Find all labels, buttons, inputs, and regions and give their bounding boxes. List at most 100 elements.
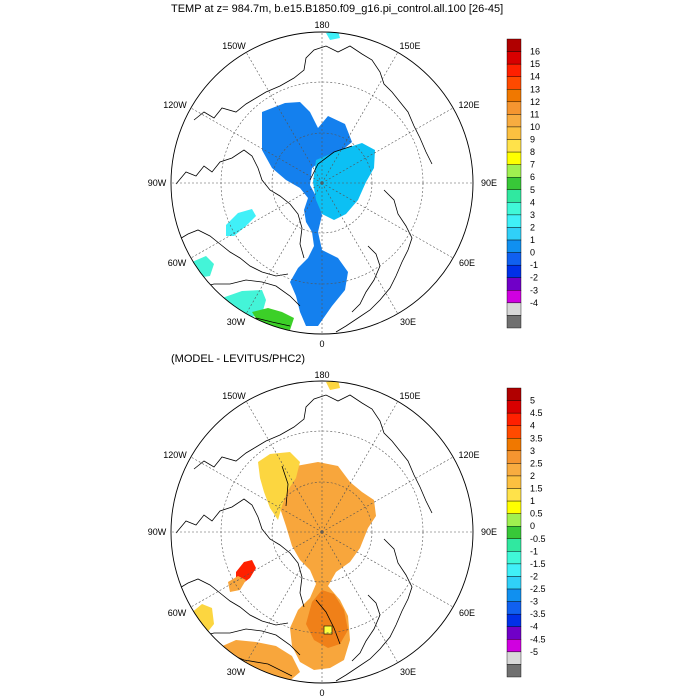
top-colorbar-label: 8 [530, 147, 535, 157]
top-lon-label-30e: 30E [400, 317, 416, 327]
bottom-colorbar-swatch [506, 563, 522, 577]
top-colorbar-label: 15 [530, 59, 540, 69]
top-colorbar-label: 3 [530, 210, 535, 220]
bottom-field-yellow-southwest [190, 604, 214, 634]
bottom-colorbar-swatch [506, 425, 522, 439]
top-lon-label-60w: 60W [168, 258, 187, 268]
top-colorbar-label: -1 [530, 260, 538, 270]
top-colorbar-swatch [506, 151, 522, 165]
bottom-lon-label-30w: 30W [227, 667, 246, 677]
bottom-colorbar-swatch [506, 588, 522, 602]
top-colorbar-swatch [506, 214, 522, 228]
bottom-colorbar-label: 4.5 [530, 408, 543, 418]
bottom-graticule [171, 381, 473, 683]
bottom-colorbar-label: 2 [530, 471, 535, 481]
top-colorbar-swatch [506, 252, 522, 266]
bottom-colorbar-label: 0 [530, 521, 535, 531]
top-colorbar-label: 4 [530, 197, 535, 207]
top-colorbar-label: 2 [530, 222, 535, 232]
top-lon-label-150w: 150W [222, 41, 246, 51]
top-lon-label-0: 0 [319, 339, 324, 349]
bottom-map-title: (MODEL - LEVITUS/PHC2) [171, 353, 306, 365]
top-field-lightblue [313, 143, 375, 220]
top-colorbar-swatch [506, 76, 522, 90]
top-colorbar-swatch [506, 290, 522, 304]
bottom-colorbar-swatch [506, 651, 522, 665]
top-lon-label-30w: 30W [227, 317, 246, 327]
top-lon-label-150e: 150E [399, 41, 420, 51]
top-colorbar-swatch [506, 164, 522, 178]
bottom-colorbar-label: 3.5 [530, 433, 543, 443]
bottom-colorbar-swatch [506, 463, 522, 477]
top-lon-label-90e: 90E [481, 178, 497, 188]
bottom-colorbar-label: 0.5 [530, 509, 543, 519]
top-colorbar-label: 6 [530, 172, 535, 182]
bottom-colorbar-swatch [506, 412, 522, 426]
bottom-field-marker [323, 625, 333, 635]
top-colorbar-label: -2 [530, 273, 538, 283]
bottom-colorbar-swatch [506, 664, 522, 678]
bottom-colorbar-swatch [506, 400, 522, 414]
bottom-field-yellow-north-small [326, 381, 340, 390]
top-colorbar-swatch [506, 101, 522, 115]
top-polar-map: 180 150W 150E 120W 120E 90W 90E 60W 60E … [148, 20, 497, 349]
top-colorbar-swatch [506, 38, 522, 52]
bottom-colorbar-label: 4 [530, 421, 535, 431]
top-colorbar-label: -4 [530, 298, 538, 308]
top-colorbar-swatch [506, 51, 522, 65]
top-lon-label-90w: 90W [148, 178, 167, 188]
bottom-colorbar-label: -3.5 [530, 609, 546, 619]
top-colorbar-swatch [506, 264, 522, 278]
bottom-colorbar-swatch [506, 626, 522, 640]
bottom-colorbar-swatch [506, 526, 522, 539]
bottom-field-yellow-north [258, 452, 300, 520]
bottom-colorbar-swatch [506, 438, 522, 452]
top-lon-label-60e: 60E [459, 258, 475, 268]
bottom-colorbar-swatch [506, 387, 522, 401]
bottom-colorbar-swatch [506, 576, 522, 590]
top-field-blue-main [262, 102, 352, 326]
top-field-cyan-southwest [192, 256, 214, 278]
bottom-colorbar: 5 4.5 4 3.5 3 2.5 2 1.5 1 0.5 0 -0.5 -1 -1.5 -2 -2.5 -3 -… [506, 387, 546, 678]
bottom-colorbar-label: -1 [530, 546, 538, 556]
bottom-lon-label-30e: 30E [400, 667, 416, 677]
top-colorbar-label: 12 [530, 97, 540, 107]
top-colorbar-label: 5 [530, 185, 535, 195]
top-field-cyan-north [326, 32, 340, 40]
bottom-field-orange-south [218, 640, 300, 683]
top-map-title: TEMP at z= 984.7m, b.e15.B1850.f09_g16.p… [171, 3, 504, 15]
bottom-field-orange-west [228, 576, 246, 592]
bottom-colorbar-swatch [506, 513, 522, 527]
bottom-lon-label-120w: 120W [163, 450, 187, 460]
bottom-colorbar-label: -1.5 [530, 559, 546, 569]
bottom-colorbar-label: 3 [530, 446, 535, 456]
top-coastline [175, 45, 433, 333]
top-field-cyan-west [226, 209, 256, 236]
bottom-lon-label-0: 0 [319, 688, 324, 698]
top-colorbar-swatch [506, 277, 522, 291]
bottom-colorbar-label: -2 [530, 571, 538, 581]
top-lon-label-120e: 120E [458, 100, 479, 110]
top-colorbar-label: 0 [530, 248, 535, 258]
bottom-colorbar-label: -4.5 [530, 634, 546, 644]
bottom-colorbar-label: -5 [530, 647, 538, 657]
top-graticule [171, 32, 473, 334]
top-colorbar-label: 7 [530, 160, 535, 170]
bottom-colorbar-swatch [506, 601, 522, 615]
bottom-colorbar-label: -2.5 [530, 584, 546, 594]
bottom-colorbar-label: 1 [530, 496, 535, 506]
bottom-lon-label-150e: 150E [399, 391, 420, 401]
top-colorbar-swatch [506, 63, 522, 77]
top-colorbar-label: 16 [530, 47, 540, 57]
top-colorbar-swatch [506, 315, 522, 329]
top-colorbar-swatch [506, 177, 522, 190]
top-colorbar-swatch [506, 114, 522, 128]
bottom-map-border [170, 380, 474, 684]
bottom-colorbar-swatch [506, 488, 522, 502]
bottom-colorbar-swatch [506, 538, 522, 552]
bottom-field-orange-main [280, 462, 376, 670]
bottom-colorbar-label: 2.5 [530, 458, 543, 468]
top-colorbar-label: -3 [530, 285, 538, 295]
top-colorbar-swatch [506, 139, 522, 153]
bottom-coastline [175, 394, 433, 682]
